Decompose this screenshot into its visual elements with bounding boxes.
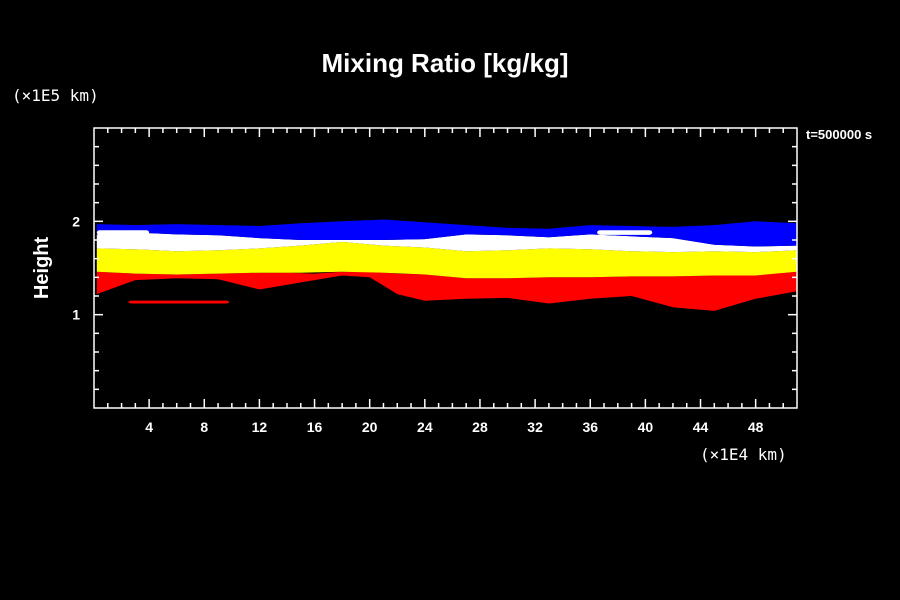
contour-band-2 [96,232,798,253]
y-axis-unit: (×1E5 km) [12,86,99,105]
contour-patch-2 [597,230,653,235]
contour-band-0 [96,271,798,311]
x-tick-label: 12 [252,419,268,435]
y-axis-label: Height [31,237,53,300]
contour-patch-1 [96,230,150,235]
contour-layers [96,219,798,311]
x-tick-label: 20 [362,419,378,435]
contour-patch-0 [128,300,230,304]
axis-ticks [94,128,797,408]
x-tick-label: 24 [417,419,433,435]
x-axis-unit: (×1E4 km) [700,445,787,464]
contour-band-1 [96,241,798,279]
contour-patches [96,230,653,304]
x-tick-label: 36 [582,419,598,435]
x-tick-label: 4 [145,419,153,435]
x-tick-label: 48 [748,419,764,435]
x-tick-label: 44 [693,419,709,435]
time-label: t=500000 s [806,127,872,142]
x-tick-label: 8 [200,419,208,435]
contour-band-3 [96,219,798,247]
x-tick-label: 40 [638,419,654,435]
chart-title: Mixing Ratio [kg/kg] [322,48,569,78]
plot-frame [93,127,798,409]
x-tick-label: 16 [307,419,323,435]
y-tick-label: 2 [72,213,80,229]
x-tick-label: 32 [527,419,543,435]
y-tick-label: 1 [72,307,80,323]
x-tick-label: 28 [472,419,488,435]
